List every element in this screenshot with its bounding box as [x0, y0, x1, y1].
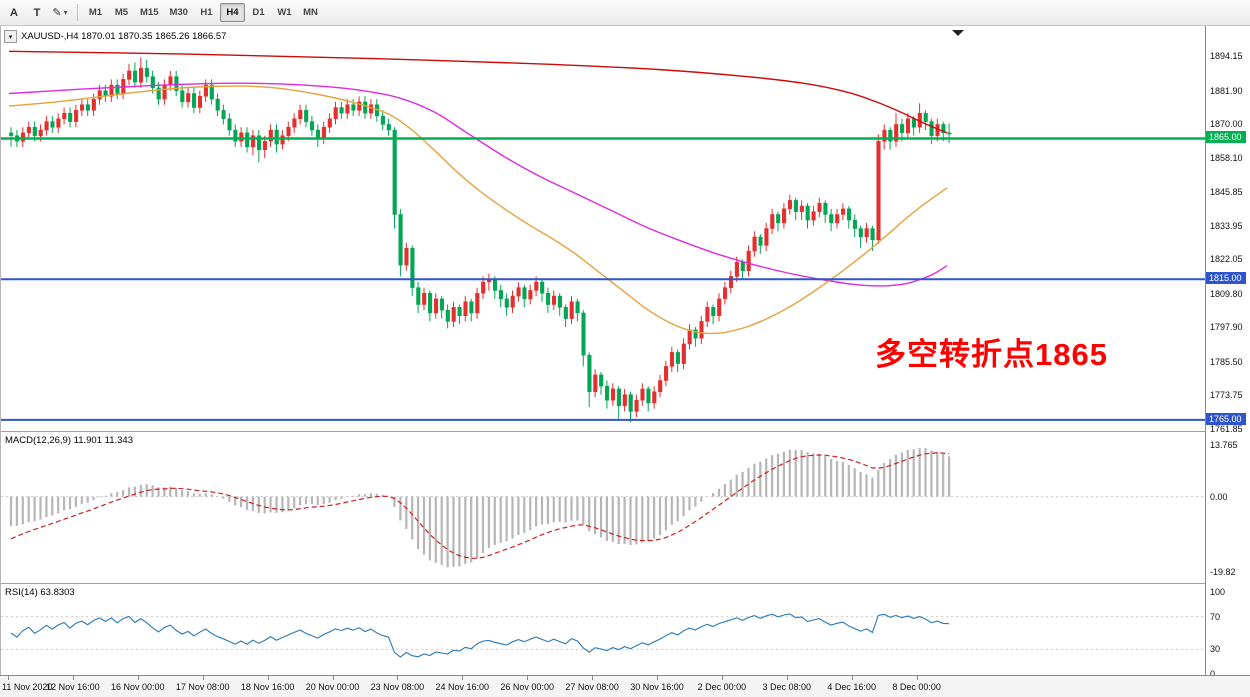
panel-separators [1, 431, 1206, 584]
chevron-down-icon: ▾ [63, 8, 68, 17]
rsi-line [10, 613, 950, 658]
horizontal-line-price-tag: 1865.00 [1206, 131, 1246, 144]
time-axis-label: 16 Nov 00:00 [111, 682, 165, 692]
price-scale-label: 1822.05 [1210, 254, 1243, 265]
indicator-level-lines [1, 496, 1206, 650]
rsi-scale-label: 30 [1210, 644, 1221, 655]
time-axis-label: 12 Nov 16:00 [46, 682, 100, 692]
time-axis-label: 26 Nov 00:00 [500, 682, 554, 692]
time-axis-label: 8 Dec 00:00 [892, 682, 941, 692]
price-scale-label: 1894.15 [1210, 51, 1243, 62]
time-axis-tick [786, 676, 788, 680]
toolbar-separator [77, 4, 78, 21]
time-axis-tick [721, 676, 723, 680]
price-scale-label: 1797.90 [1210, 322, 1243, 333]
time-axis[interactable]: 11 Nov 2020 12 Nov 16:00 16 Nov 00:00 17 No… [0, 675, 1250, 697]
time-axis-label: 3 Dec 08:00 [762, 682, 812, 692]
time-axis-label: 4 Dec 16:00 [827, 682, 876, 692]
price-scale-label: 1881.90 [1210, 85, 1243, 96]
time-axis-tick [592, 676, 594, 680]
price-scale-label: 1833.95 [1210, 220, 1243, 231]
time-axis-tick [202, 676, 204, 680]
timeframe-button-m30[interactable]: M30 [164, 3, 192, 22]
timeframe-button-d1[interactable]: D1 [246, 3, 271, 22]
rsi-scale-label: 70 [1210, 611, 1221, 622]
chart-title: ▾ XAUUSD-,H4 1870.01 1870.35 1865.26 186… [4, 30, 226, 43]
time-axis-label: 24 Nov 16:00 [435, 682, 490, 692]
macd-scale-label: 0.00 [1210, 491, 1228, 502]
price-scale-label: 1870.00 [1210, 119, 1243, 130]
time-axis-tick [267, 676, 269, 680]
time-axis-label: 23 Nov 08:00 [370, 682, 425, 692]
time-axis-label: 11 Nov 2020 [2, 682, 53, 692]
time-axis-tick [657, 676, 658, 680]
time-axis-tick [72, 676, 74, 680]
candlestick-series [9, 57, 952, 423]
rsi-scale-label: 100 [1210, 587, 1226, 597]
timeframe-button-h1[interactable]: H1 [194, 3, 219, 22]
price-chart-canvas[interactable] [1, 26, 1206, 675]
ma-fast-orange [8, 85, 948, 335]
price-scale-label: 1773.75 [1210, 390, 1243, 401]
chart-shift-marker [952, 30, 964, 36]
timeframe-button-m1[interactable]: M1 [83, 3, 108, 22]
time-axis-tick [397, 676, 399, 680]
rsi-scale-label: 0 [1210, 669, 1216, 679]
one-click-trading-toggle[interactable]: ▾ [4, 30, 17, 43]
timeframe-button-mn[interactable]: MN [298, 3, 323, 22]
timeframe-button-m15[interactable]: M15 [135, 3, 163, 22]
time-axis-label: 18 Nov 16:00 [240, 682, 295, 692]
price-scale-label: 1809.80 [1210, 288, 1243, 299]
price-scale-label: 1845.85 [1210, 187, 1243, 198]
ma-mid-magenta [8, 82, 948, 287]
timeframe-toolbar: M1 M5 M15 M30 H1 H4 D1 W1 MN [83, 3, 324, 22]
time-axis-label: 17 Nov 08:00 [175, 682, 230, 692]
time-axis-tick [332, 676, 334, 680]
macd-scale-label: 13.765 [1210, 439, 1238, 450]
time-axis-tick [137, 676, 139, 680]
rsi-label: RSI(14) 63.8303 [5, 587, 75, 598]
time-axis-tick [527, 676, 529, 680]
macd-scale-label: -19.82 [1210, 566, 1236, 577]
price-scale-label: 1761.85 [1210, 423, 1243, 434]
text-label-tool-button[interactable]: T [26, 3, 48, 23]
time-axis-label: 2 Dec 00:00 [697, 682, 747, 692]
annotation-text: 多空转折点1865 [875, 337, 1108, 372]
macd-signal-line [10, 452, 950, 559]
macd-label: MACD(12,26,9) 11.901 11.343 [5, 435, 133, 446]
horizontal-line-objects [1, 137, 1206, 421]
macd-histogram [9, 447, 951, 568]
timeframe-button-m5[interactable]: M5 [109, 3, 134, 22]
time-axis-label: 20 Nov 00:00 [305, 682, 360, 692]
time-axis-label: 27 Nov 08:00 [565, 682, 619, 692]
line-styles-tool-button[interactable]: ✎ ▾ [49, 3, 71, 23]
horizontal-line-price-tag: 1815.00 [1206, 272, 1246, 285]
pencil-icon: ✎ [52, 7, 62, 19]
chart-title-text: XAUUSD-,H4 1870.01 1870.35 1865.26 1866.… [21, 31, 227, 42]
price-scale-label: 1858.10 [1210, 152, 1243, 163]
letter-a-tool-button[interactable]: A [3, 3, 25, 23]
timeframe-button-w1[interactable]: W1 [272, 3, 297, 22]
ma-slow-red [8, 50, 948, 134]
price-axis[interactable]: 1894.15 1881.90 1870.00 1858.10 1845.85 1833.… [1205, 26, 1250, 679]
time-axis-tick [8, 676, 9, 680]
price-scale-label: 1785.50 [1210, 357, 1243, 368]
horizontal-line-price-tag: 1765.00 [1206, 412, 1246, 425]
time-axis-tick [916, 676, 918, 680]
time-axis-tick [462, 676, 464, 680]
time-axis-label: 30 Nov 16:00 [630, 682, 684, 692]
timeframe-button-h4[interactable]: H4 [219, 3, 245, 22]
chart-window[interactable]: ▾ XAUUSD-,H4 1870.01 1870.35 1865.26 186… [0, 26, 1206, 675]
time-axis-tick [851, 676, 853, 680]
toolbar: A T ✎ ▾ M1 M5 M15 M30 H1 H4 D1 W1 MN [0, 0, 1250, 26]
